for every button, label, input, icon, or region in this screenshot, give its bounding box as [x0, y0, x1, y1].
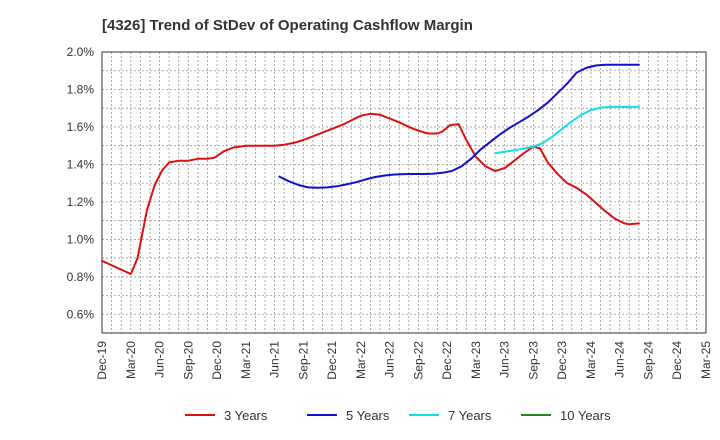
legend-label: 7 Years [448, 408, 492, 423]
y-tick-label: 0.8% [67, 270, 95, 284]
x-tick-label: Mar-24 [584, 341, 598, 379]
x-axis: Dec-19 Mar-20 Jun-20 Sep-20 Dec-20 Mar-21 Jun-… [95, 341, 713, 380]
legend-label: 3 Years [224, 408, 268, 423]
y-tick-label: 2.0% [67, 45, 95, 59]
x-tick-label: Mar-20 [124, 341, 138, 379]
x-tick-label: Dec-23 [555, 341, 569, 380]
y-tick-label: 1.6% [67, 120, 95, 134]
series-line [494, 105, 640, 155]
x-tick-label: Dec-20 [210, 341, 224, 380]
chart-title: [4326] Trend of StDev of Operating Cashf… [102, 17, 473, 34]
plot-border [101, 51, 707, 334]
y-axis: 0.6% 0.8% 1.0% 1.2% 1.4% 1.6% 1.8% 2.0% [67, 45, 95, 321]
x-tick-label: Sep-21 [296, 341, 310, 380]
x-tick-label: Sep-24 [641, 341, 655, 380]
y-tick-label: 1.8% [67, 82, 95, 96]
legend-label: 10 Years [560, 408, 611, 423]
x-tick-label: Dec-24 [670, 341, 684, 380]
x-tick-label: Sep-23 [526, 341, 540, 380]
y-tick-label: 1.4% [67, 157, 95, 171]
x-tick-label: Jun-23 [498, 341, 512, 378]
y-tick-label: 1.2% [67, 195, 95, 209]
grid [102, 52, 706, 333]
series-line [278, 63, 640, 189]
x-tick-label: Dec-22 [440, 341, 454, 380]
x-tick-label: Mar-25 [699, 341, 713, 379]
x-tick-label: Sep-22 [411, 341, 425, 380]
x-tick-label: Mar-21 [239, 341, 253, 379]
x-tick-label: Dec-19 [95, 341, 109, 380]
y-tick-label: 0.6% [67, 307, 95, 321]
x-tick-label: Dec-21 [325, 341, 339, 380]
legend: 3 Years 5 Years 7 Years 10 Years [185, 408, 611, 423]
x-tick-label: Jun-24 [613, 341, 627, 378]
x-tick-label: Jun-20 [153, 341, 167, 378]
series-lines [101, 63, 640, 275]
y-tick-label: 1.0% [67, 232, 95, 246]
x-tick-label: Mar-22 [354, 341, 368, 379]
series-line [101, 112, 640, 275]
x-tick-label: Jun-21 [268, 341, 282, 378]
x-tick-label: Mar-23 [469, 341, 483, 379]
x-tick-label: Jun-22 [383, 341, 397, 378]
legend-label: 5 Years [346, 408, 390, 423]
x-tick-label: Sep-20 [181, 341, 195, 380]
